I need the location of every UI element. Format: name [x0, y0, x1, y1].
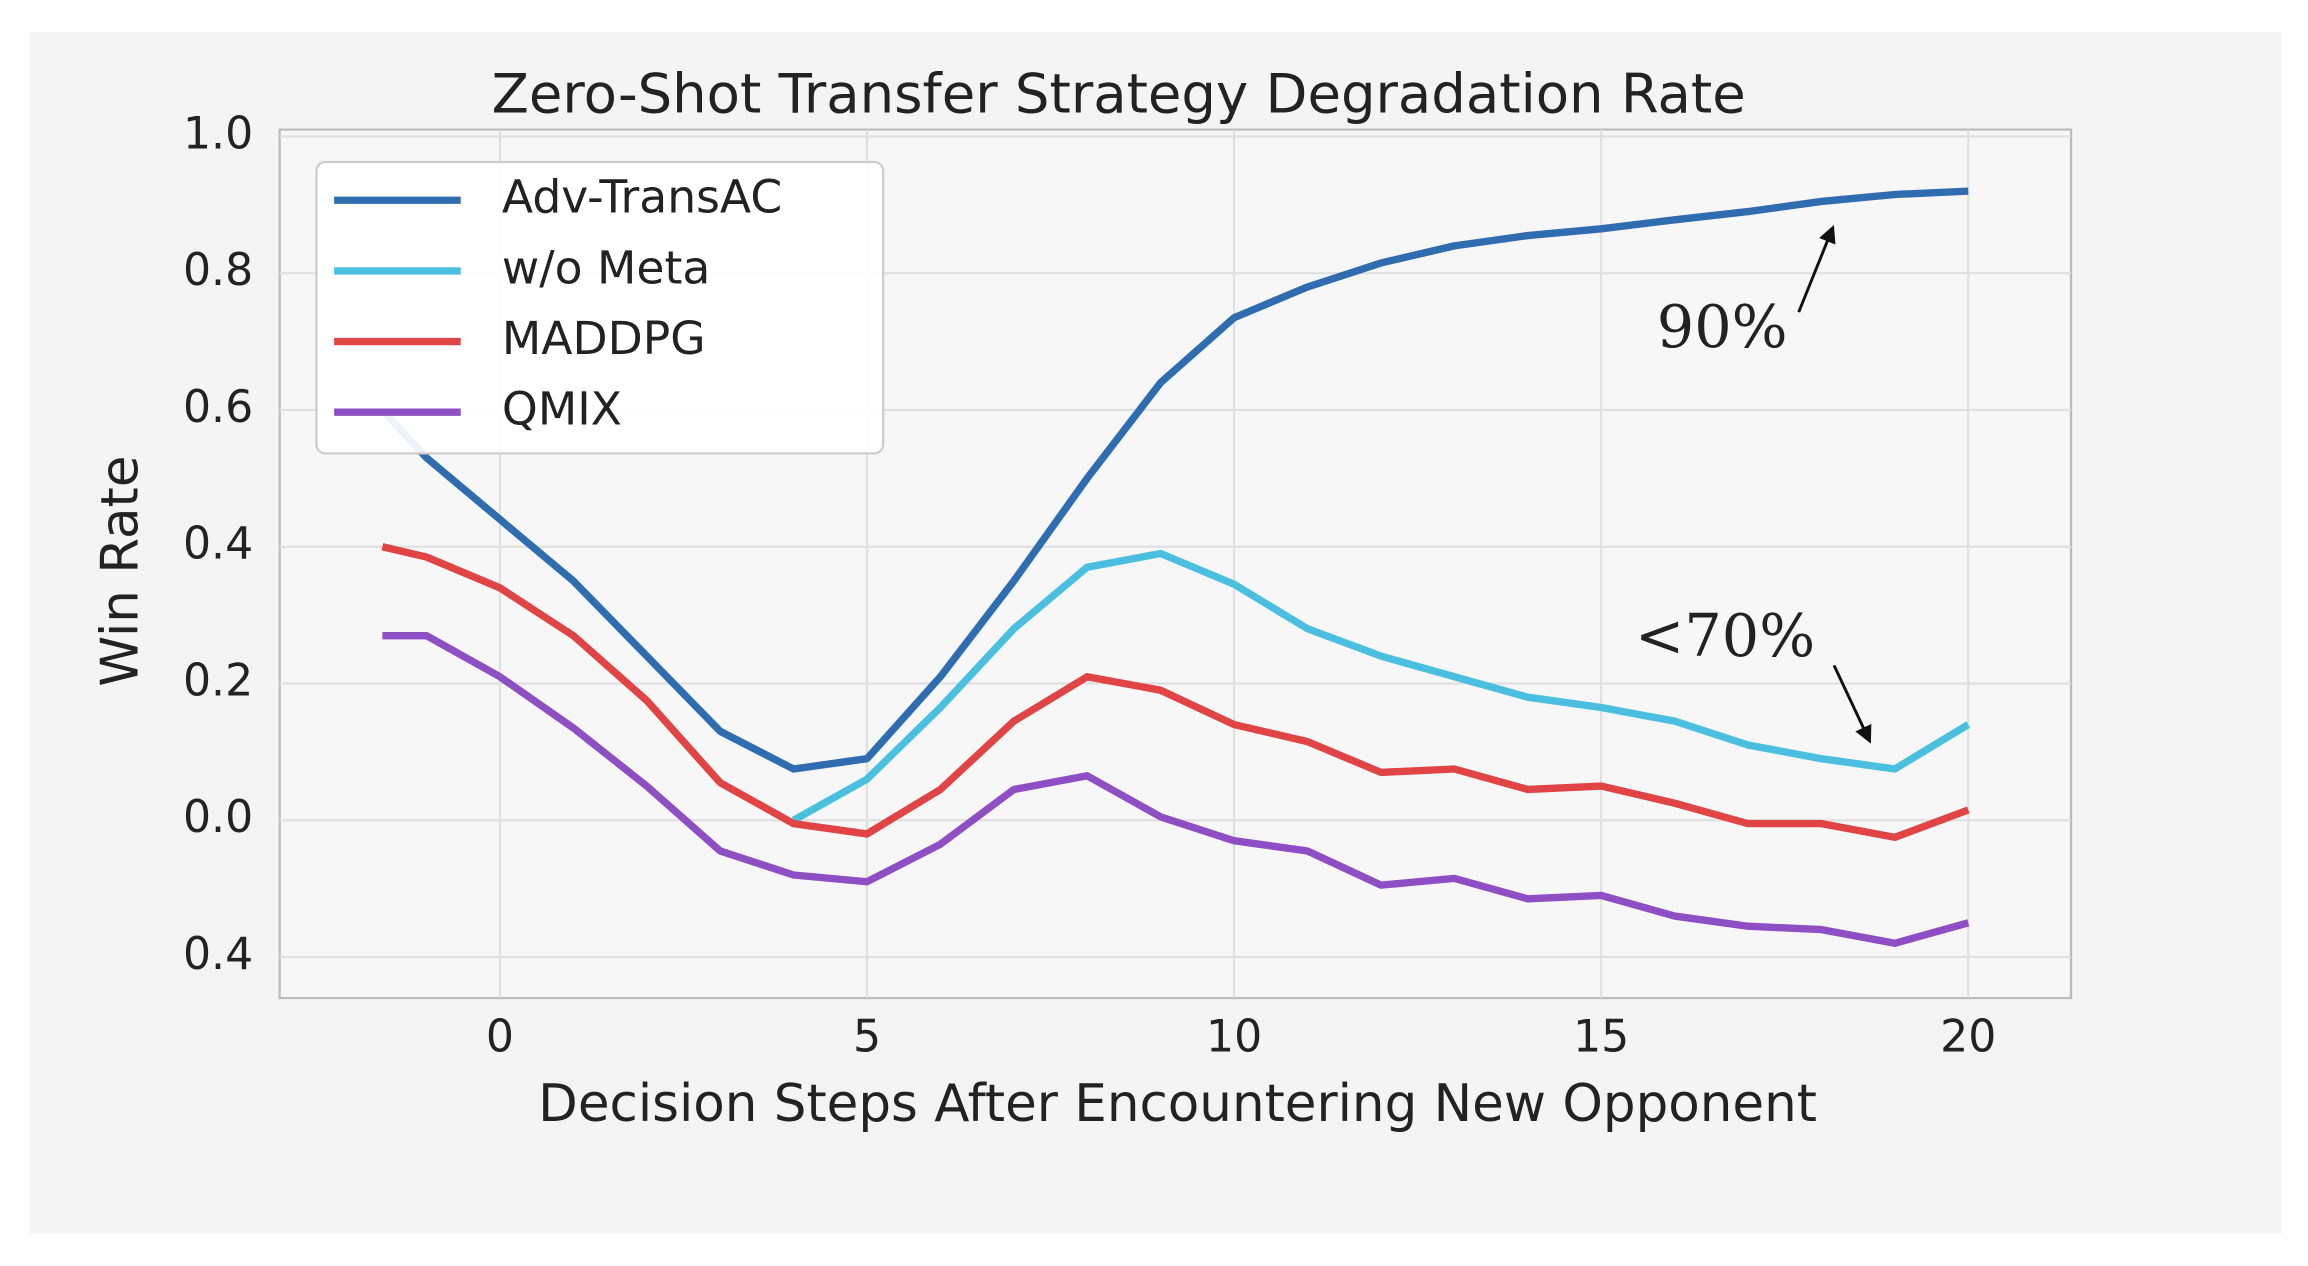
x-tick-label: 10: [1206, 1011, 1262, 1062]
y-tick-label: 1.0: [183, 108, 253, 159]
series-line: [379, 187, 1969, 773]
annotation: <70%: [1635, 601, 1815, 670]
annotation-arrow: [1832, 664, 1872, 744]
x-tick-label: 0: [486, 1011, 514, 1062]
series-line: [382, 631, 1970, 947]
y-axis-label: Win Rate: [91, 456, 151, 687]
chart-title: Zero-Shot Transfer Strategy Degradation …: [492, 61, 1746, 125]
legend-label: QMIX: [502, 383, 622, 436]
x-tick-label: 5: [853, 1011, 881, 1062]
y-tick-label: 0.4: [183, 929, 253, 980]
x-axis-label: Decision Steps After Encountering New Op…: [538, 1074, 1817, 1134]
legend-box: [315, 160, 885, 455]
legend-label: w/o Meta: [502, 241, 710, 294]
y-tick-label: 0.8: [183, 245, 253, 296]
y-tick-label: 0.2: [183, 655, 253, 706]
annotation-arrow: [1797, 224, 1836, 313]
legend-label: MADDPG: [502, 312, 706, 365]
y-tick-label: 0.6: [183, 382, 253, 433]
lines: [379, 187, 1971, 947]
series-line: [381, 543, 1970, 841]
legend-label: Adv-TransAC: [502, 171, 782, 224]
y-tick-label: 0.4: [183, 519, 253, 570]
x-tick-label: 20: [1940, 1011, 1996, 1062]
series-line: [791, 549, 1971, 824]
annotations: 90% <70%: [1635, 224, 1872, 744]
legend: Adv-TransAC w/o Meta MADDPG QMIX: [315, 160, 885, 455]
y-tick-label: 0.0: [183, 792, 253, 843]
x-tick-label: 15: [1573, 1011, 1629, 1062]
annotation: 90%: [1657, 292, 1788, 361]
